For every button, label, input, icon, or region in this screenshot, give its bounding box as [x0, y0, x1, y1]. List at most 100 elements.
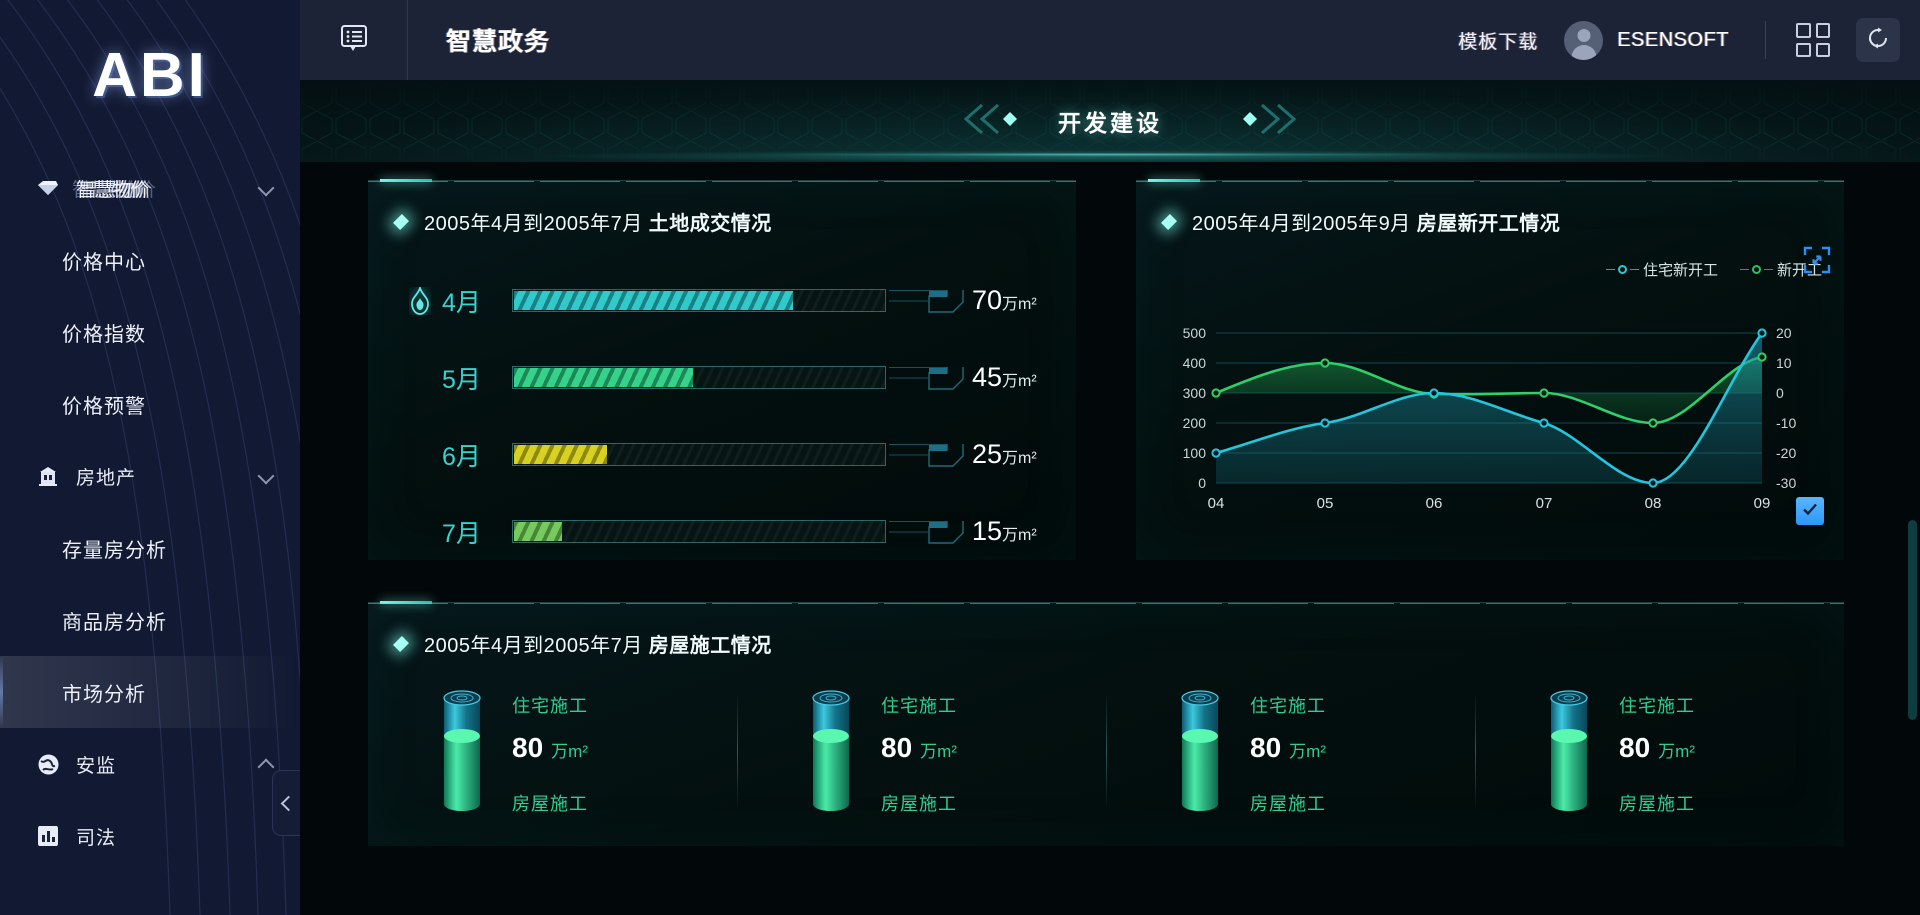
sidebar-item-label: 存量房分析	[62, 539, 167, 562]
stat-label: 住宅施工	[881, 696, 957, 716]
stat-cell: 住宅施工 80 万m² 房屋施工	[1475, 686, 1844, 821]
sidebar-item-commercial-house[interactable]: 商品房分析	[0, 584, 300, 656]
sidebar-logo-text: ABI	[92, 41, 208, 110]
sidebar-logo[interactable]: ABI	[0, 0, 300, 152]
svg-text:09: 09	[1754, 495, 1771, 512]
topbar-menu-button[interactable]	[300, 0, 408, 80]
sidebar-item-price-center[interactable]: 价格中心	[0, 224, 300, 296]
sidebar-menu: 智慧物价 价格中心 价格指数 价格预警 房地产 存量房分析	[0, 152, 300, 872]
divider	[1765, 21, 1766, 59]
refresh-button[interactable]	[1856, 18, 1900, 62]
flame-icon	[398, 286, 442, 315]
stat-value: 80 万m²	[881, 732, 957, 764]
svg-text:500: 500	[1183, 325, 1207, 341]
stat-label-secondary: 房屋施工	[512, 794, 588, 814]
svg-text:200: 200	[1183, 415, 1207, 431]
template-download-link[interactable]: 模板下载	[1458, 31, 1539, 53]
banner-ornament-left	[946, 99, 1028, 144]
card-header: 2005年4月到2005年7月 土地成交情况	[368, 181, 1076, 236]
sidebar-item-market-analysis[interactable]: 市场分析	[0, 656, 300, 728]
card-title-range: 2005年4月到2005年7月	[424, 635, 649, 657]
bar-track[interactable]	[512, 289, 964, 313]
stat-value-unit: 万m²	[551, 742, 588, 761]
card-title-text: 2005年4月到2005年9月 房屋新开工情况	[1192, 207, 1560, 236]
sidebar-group-safety[interactable]: 安监	[0, 728, 300, 800]
building-icon	[34, 465, 62, 487]
user-name[interactable]: ESENSOFT	[1617, 28, 1729, 51]
card-housing-construction: 2005年4月到2005年7月 房屋施工情况	[368, 601, 1844, 846]
sidebar-item-stock-house[interactable]: 存量房分析	[0, 512, 300, 584]
card-title-name: 房屋新开工情况	[1416, 213, 1561, 235]
chevron-down-icon	[258, 179, 276, 197]
svg-text:400: 400	[1183, 355, 1207, 371]
bar-tail-decoration	[889, 289, 965, 313]
banner-glow-wide	[530, 150, 1690, 162]
stat-label-secondary: 房屋施工	[881, 794, 957, 814]
bar-track[interactable]	[512, 366, 964, 390]
card-title-text: 2005年4月到2005年7月 房屋施工情况	[424, 629, 772, 658]
vertical-scrollbar-thumb[interactable]	[1908, 520, 1917, 720]
line-chart[interactable]: 0 100 200 300 400 500 -30 -20	[1136, 293, 1844, 525]
chart-checkbox[interactable]	[1796, 497, 1824, 525]
svg-text:100: 100	[1183, 445, 1207, 461]
card-housing-new-starts: 2005年4月到2005年9月 房屋新开工情况 住宅新开工 新开工	[1136, 179, 1844, 560]
stat-label: 住宅施工	[1250, 696, 1326, 716]
stat-cell-list: 住宅施工 80 万m² 房屋施工	[368, 658, 1844, 821]
legend-item-total[interactable]: 新开工	[1739, 259, 1822, 280]
sidebar-collapse-handle[interactable]	[272, 770, 300, 836]
banner-title: 开发建设	[1058, 110, 1162, 136]
banner-hex-pattern	[300, 80, 1920, 162]
legend-item-residential[interactable]: 住宅新开工	[1605, 259, 1718, 280]
bar-row: 4月 7	[368, 262, 1076, 339]
stat-value: 80 万m²	[1250, 732, 1326, 764]
bar-value-unit: 万m²	[1002, 373, 1037, 390]
card-header: 2005年4月到2005年7月 房屋施工情况	[368, 603, 1844, 658]
bar-fill	[514, 368, 693, 387]
refresh-icon	[1866, 26, 1890, 55]
cylinder-gauge-icon	[809, 686, 853, 821]
avatar[interactable]	[1564, 20, 1604, 60]
stat-cell: 住宅施工 80 万m² 房屋施工	[737, 686, 1106, 821]
bar-track[interactable]	[512, 443, 964, 467]
grid-icon[interactable]	[1796, 23, 1830, 57]
stat-value: 80 万m²	[1619, 732, 1695, 764]
bar-track[interactable]	[512, 520, 964, 544]
bar-list: 4月 7	[368, 236, 1076, 570]
sidebar-item-label: 价格预警	[62, 395, 146, 418]
gem-icon	[34, 179, 62, 197]
sidebar-group-realestate[interactable]: 房地产	[0, 440, 300, 512]
bar-month-label: 6月	[442, 442, 481, 471]
stat-value-number: 80	[1619, 732, 1651, 763]
sidebar-group-justice[interactable]: 司法	[0, 800, 300, 872]
stat-value-unit: 万m²	[1658, 742, 1695, 761]
stat-value-unit: 万m²	[920, 742, 957, 761]
page-title: 智慧政务	[446, 28, 551, 56]
dashboard-content: 2005年4月到2005年7月 土地成交情况 4月	[300, 162, 1920, 915]
stat-cell: 住宅施工 80 万m² 房屋施工	[368, 686, 737, 821]
svg-text:300: 300	[1183, 385, 1207, 401]
card-header: 2005年4月到2005年9月 房屋新开工情况	[1136, 181, 1844, 236]
sidebar-item-price-index[interactable]: 价格指数	[0, 296, 300, 368]
sidebar-item-label: 商品房分析	[62, 611, 167, 634]
legend-label: 新开工	[1776, 262, 1822, 279]
stat-label-secondary: 房屋施工	[1250, 794, 1326, 814]
card-top-hatch	[1136, 181, 1844, 182]
stat-value: 80 万m²	[512, 732, 588, 764]
sidebar-item-price-alert[interactable]: 价格预警	[0, 368, 300, 440]
chevron-down-icon	[258, 467, 276, 485]
svg-text:0: 0	[1776, 385, 1784, 401]
svg-text:06: 06	[1426, 495, 1443, 512]
bar-value-number: 25	[972, 439, 1003, 469]
stat-value-number: 80	[1250, 732, 1282, 763]
bar-month-label: 7月	[442, 519, 481, 548]
stat-label: 住宅施工	[512, 696, 588, 716]
fullscreen-icon[interactable]	[1802, 245, 1832, 275]
stat-text: 住宅施工 80 万m² 房屋施工	[1619, 686, 1695, 816]
card-title-name: 房屋施工情况	[648, 635, 772, 657]
bar-fill	[514, 291, 793, 310]
chart-line-total	[1215, 355, 1763, 425]
stat-text: 住宅施工 80 万m² 房屋施工	[512, 686, 588, 816]
check-icon	[1800, 499, 1820, 524]
sidebar-group-price[interactable]: 智慧物价	[0, 152, 300, 224]
